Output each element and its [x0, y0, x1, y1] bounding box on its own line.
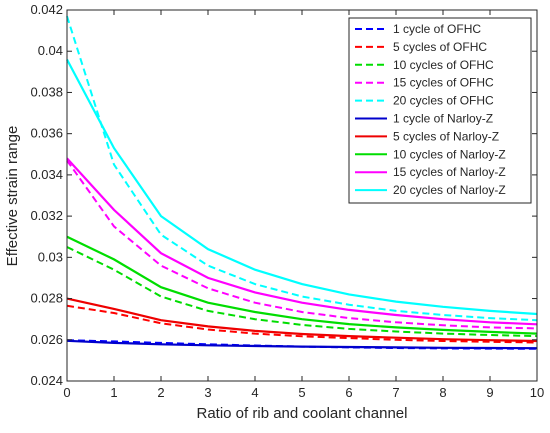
- series-line-8: [66, 235, 538, 335]
- series-layer: [66, 15, 538, 350]
- x-axis-title: Ratio of rib and coolant channel: [197, 405, 408, 422]
- legend-label-9: 15 cycles of Narloy-Z: [393, 165, 506, 179]
- x-tick-label: 0: [63, 385, 70, 400]
- legend-label-7: 5 cycles of Narloy-Z: [393, 129, 499, 143]
- x-tick-label: 2: [157, 385, 164, 400]
- x-tick-label: 6: [345, 385, 352, 400]
- legend-label-3: 10 cycles of OFHC: [393, 58, 494, 72]
- y-tick-label: 0.036: [30, 126, 63, 141]
- y-tick-label: 0.034: [30, 167, 63, 182]
- legend-label-8: 10 cycles of Narloy-Z: [393, 147, 506, 161]
- y-tick-label: 0.038: [30, 84, 63, 99]
- series-line-3: [66, 246, 538, 338]
- legend-label-1: 1 cycle of OFHC: [393, 22, 481, 36]
- y-tick-label: 0.03: [38, 249, 63, 264]
- y-tick-label: 0.04: [38, 43, 63, 58]
- x-tick-label: 1: [110, 385, 117, 400]
- y-tick-label: 0.028: [30, 291, 63, 306]
- series-line-9: [66, 157, 538, 326]
- legend-label-4: 15 cycles of OFHC: [393, 76, 494, 90]
- x-tick-label: 3: [204, 385, 211, 400]
- x-tick-label: 8: [439, 385, 446, 400]
- series-line-6: [66, 339, 538, 350]
- legend-label-6: 1 cycle of Narloy-Z: [393, 112, 493, 126]
- y-tick-label: 0.032: [30, 208, 63, 223]
- legend: 1 cycle of OFHC 5 cycles of OFHC 10 cycles…: [348, 17, 532, 204]
- legend-label-10: 20 cycles of Narloy-Z: [393, 183, 506, 197]
- series-line-10: [66, 58, 538, 316]
- x-tick-label: 4: [251, 385, 258, 400]
- x-tick-label: 5: [298, 385, 305, 400]
- y-tick-label: 0.026: [30, 332, 63, 347]
- legend-label-5: 20 cycles of OFHC: [393, 94, 494, 108]
- series-line-5: [66, 15, 538, 322]
- y-axis-title: Effective strain range: [4, 126, 21, 267]
- series-line-4: [66, 159, 538, 330]
- y-tick-label: 0.024: [30, 373, 63, 388]
- x-tick-label: 7: [392, 385, 399, 400]
- y-tick-label: 0.042: [30, 2, 63, 17]
- x-tick-label: 10: [530, 385, 544, 400]
- legend-label-2: 5 cycles of OFHC: [393, 40, 487, 54]
- series-line-7: [66, 297, 538, 343]
- x-tick-label: 9: [486, 385, 493, 400]
- series-line-2: [66, 304, 538, 344]
- ticks-layer: 0 1 2 3 4 5 6 7 8 9 10 0.024 0.026 0.028 0.03 0.032 0.03…: [30, 2, 544, 400]
